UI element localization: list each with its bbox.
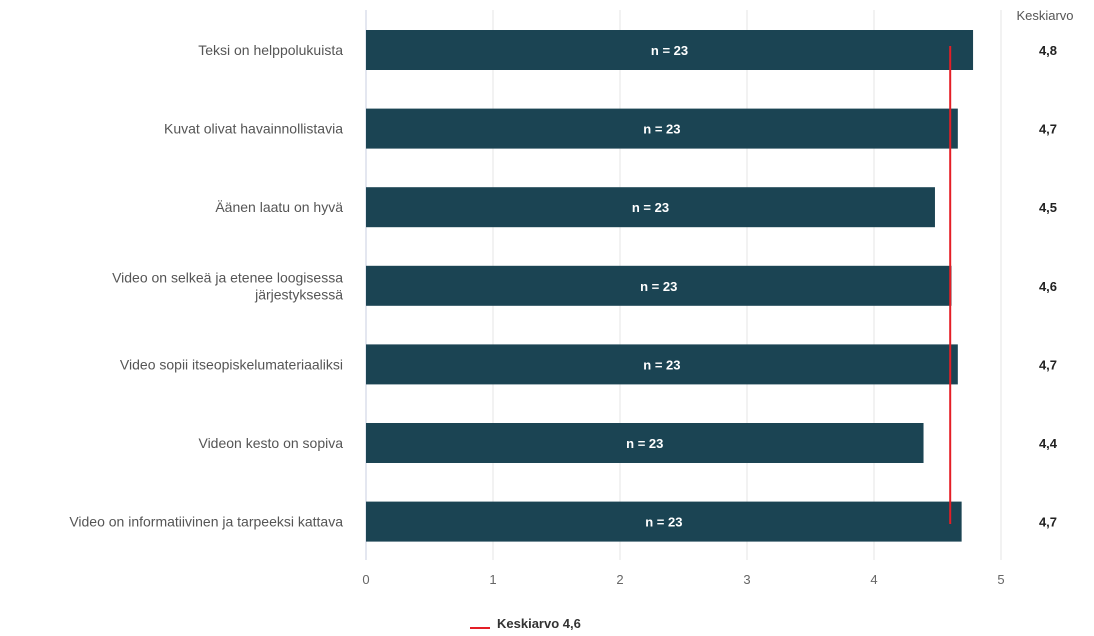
average-value: 4,7: [1039, 515, 1057, 530]
bar: [366, 501, 962, 542]
category-label: Video on selkeä ja etenee loogisessa järj…: [112, 269, 343, 302]
category-label: Videon kesto on sopiva: [198, 435, 343, 451]
average-value: 4,8: [1039, 43, 1057, 58]
value-column: Keskiarvo 4,8 4,7 4,5 4,6 4,7 4,4 4,7: [1016, 8, 1073, 530]
bar-label: n = 23: [651, 43, 688, 58]
x-tick-label: 1: [489, 572, 496, 587]
x-axis: 0 1 2 3 4 5: [362, 572, 1004, 587]
bar: [366, 344, 958, 385]
legend-label: Keskiarvo 4,6: [497, 616, 581, 631]
bar: [366, 108, 958, 149]
category-label: Äänen laatu on hyvä: [215, 199, 343, 215]
x-tick-label: 2: [616, 572, 623, 587]
category-label: Teksi on helppolukuista: [198, 42, 343, 58]
x-tick-label: 3: [743, 572, 750, 587]
value-column-header: Keskiarvo: [1016, 8, 1073, 23]
legend: Keskiarvo 4,6: [470, 616, 581, 631]
x-tick-label: 0: [362, 572, 369, 587]
average-value: 4,7: [1039, 122, 1057, 137]
bars: n = 23 n = 23 n = 23 n = 23 n = 23 n = 23 n = …: [366, 30, 974, 542]
bar: [366, 30, 974, 70]
category-label: Video on informatiivinen ja tarpeeksi ka…: [69, 514, 343, 530]
bar-label: n = 23: [626, 436, 663, 451]
average-value: 4,5: [1039, 200, 1057, 215]
bar: [366, 423, 924, 463]
average-value: 4,4: [1039, 436, 1058, 451]
category-label: Kuvat olivat havainnollistavia: [164, 121, 343, 137]
bar-label: n = 23: [632, 200, 669, 215]
bar-label: n = 23: [643, 357, 680, 372]
x-tick-label: 5: [997, 572, 1004, 587]
bar-label: n = 23: [643, 122, 680, 137]
category-labels: Teksi on helppolukuista Kuvat olivat hava…: [69, 42, 343, 530]
bar-label: n = 23: [640, 279, 677, 294]
bar: [366, 265, 952, 306]
average-value: 4,7: [1039, 357, 1057, 372]
bar-label: n = 23: [645, 515, 682, 530]
bar: [366, 187, 935, 228]
x-tick-label: 4: [870, 572, 877, 587]
category-label: Video sopii itseopiskelumateriaaliksi: [120, 356, 343, 372]
average-value: 4,6: [1039, 279, 1057, 294]
